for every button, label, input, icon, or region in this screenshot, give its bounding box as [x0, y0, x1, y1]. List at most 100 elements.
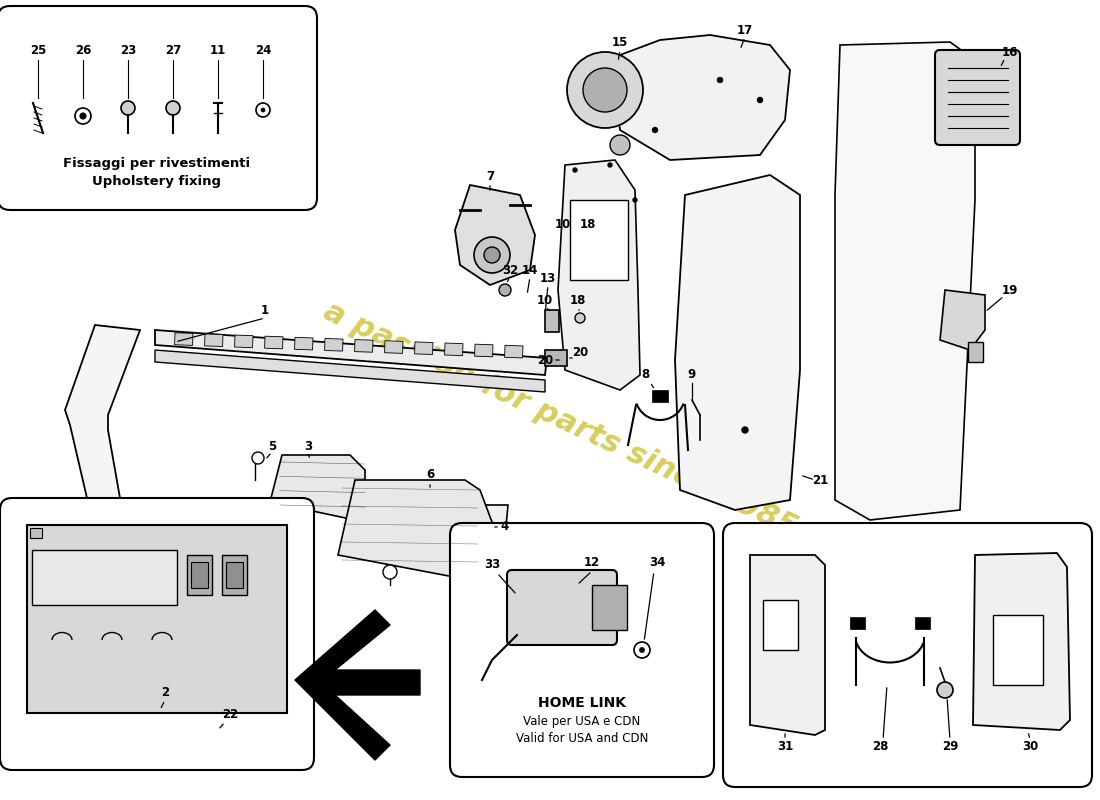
Text: 14: 14: [521, 263, 538, 277]
Bar: [570, 200, 628, 280]
Circle shape: [261, 108, 265, 112]
Text: 34: 34: [649, 557, 666, 570]
Text: 1: 1: [261, 303, 270, 317]
Bar: [474, 344, 493, 357]
Circle shape: [583, 68, 627, 112]
Circle shape: [652, 127, 658, 133]
Text: 16: 16: [1002, 46, 1019, 58]
Circle shape: [610, 135, 630, 155]
Polygon shape: [270, 455, 365, 520]
Bar: [444, 343, 463, 356]
Text: 2: 2: [161, 686, 169, 699]
Text: 3: 3: [304, 439, 312, 453]
Circle shape: [717, 78, 723, 82]
Polygon shape: [835, 42, 975, 520]
Bar: [175, 333, 192, 346]
Circle shape: [575, 313, 585, 323]
Circle shape: [937, 682, 953, 698]
Polygon shape: [974, 553, 1070, 730]
Bar: [385, 341, 403, 354]
Bar: [205, 334, 223, 346]
Text: 23: 23: [120, 43, 136, 57]
Text: 19: 19: [1002, 283, 1019, 297]
Bar: [265, 336, 283, 349]
Circle shape: [166, 101, 180, 115]
Circle shape: [484, 247, 500, 263]
Text: 20: 20: [572, 346, 588, 358]
Text: 12: 12: [584, 557, 601, 570]
Bar: [222, 555, 248, 595]
Text: 32: 32: [502, 263, 518, 277]
Text: 26: 26: [75, 43, 91, 57]
Circle shape: [638, 87, 642, 93]
Text: Fissaggi per rivestimenti: Fissaggi per rivestimenti: [64, 157, 251, 170]
Text: 5: 5: [268, 441, 276, 454]
Text: 21: 21: [812, 474, 828, 486]
Polygon shape: [675, 175, 800, 510]
Text: 27: 27: [165, 43, 182, 57]
Text: 24: 24: [255, 43, 272, 57]
Circle shape: [573, 168, 578, 172]
Circle shape: [252, 452, 264, 464]
Bar: [763, 600, 798, 650]
Bar: [652, 390, 668, 402]
Circle shape: [121, 101, 135, 115]
Text: 8: 8: [641, 369, 649, 382]
FancyBboxPatch shape: [0, 6, 317, 210]
Text: 9: 9: [688, 369, 696, 382]
Circle shape: [256, 103, 270, 117]
Text: 10: 10: [537, 294, 553, 306]
Text: 17: 17: [737, 23, 754, 37]
Text: 25: 25: [30, 43, 46, 57]
Polygon shape: [155, 350, 544, 392]
Circle shape: [474, 237, 510, 273]
Text: Vale per USA e CDN: Vale per USA e CDN: [524, 715, 640, 729]
Bar: [544, 310, 559, 332]
Bar: [505, 346, 522, 358]
Circle shape: [634, 642, 650, 658]
Circle shape: [383, 565, 397, 579]
Text: 15: 15: [612, 35, 628, 49]
Text: 4: 4: [500, 521, 509, 534]
Bar: [324, 338, 343, 351]
Polygon shape: [940, 290, 984, 350]
Text: 6: 6: [426, 469, 434, 482]
FancyBboxPatch shape: [0, 498, 314, 770]
Polygon shape: [338, 480, 495, 580]
Text: 33: 33: [484, 558, 500, 571]
Text: 20: 20: [537, 354, 553, 366]
Text: 22: 22: [222, 709, 238, 722]
Circle shape: [80, 113, 86, 119]
Bar: [30, 528, 42, 538]
Polygon shape: [295, 610, 420, 760]
Circle shape: [639, 647, 645, 653]
Text: 10: 10: [554, 218, 571, 231]
Bar: [993, 615, 1043, 685]
Circle shape: [632, 198, 637, 202]
FancyBboxPatch shape: [935, 50, 1020, 145]
Text: 13: 13: [540, 271, 557, 285]
Circle shape: [75, 108, 91, 124]
Bar: [592, 585, 627, 630]
FancyBboxPatch shape: [723, 523, 1092, 787]
Text: 11: 11: [210, 43, 227, 57]
Polygon shape: [750, 555, 825, 735]
Bar: [968, 342, 983, 362]
Text: Valid for USA and CDN: Valid for USA and CDN: [516, 733, 648, 746]
Bar: [354, 339, 373, 352]
Text: 28: 28: [872, 741, 888, 754]
Text: 18: 18: [580, 218, 596, 231]
Text: 31: 31: [777, 741, 793, 754]
Bar: [415, 342, 433, 354]
Circle shape: [608, 163, 612, 167]
Bar: [187, 555, 212, 595]
Circle shape: [566, 52, 644, 128]
Text: a passion for parts since 1985: a passion for parts since 1985: [319, 297, 802, 543]
Text: 18: 18: [570, 294, 586, 306]
Bar: [191, 562, 208, 588]
Polygon shape: [558, 160, 640, 390]
Bar: [850, 617, 865, 629]
FancyBboxPatch shape: [450, 523, 714, 777]
Text: 29: 29: [942, 741, 958, 754]
Bar: [295, 338, 313, 350]
